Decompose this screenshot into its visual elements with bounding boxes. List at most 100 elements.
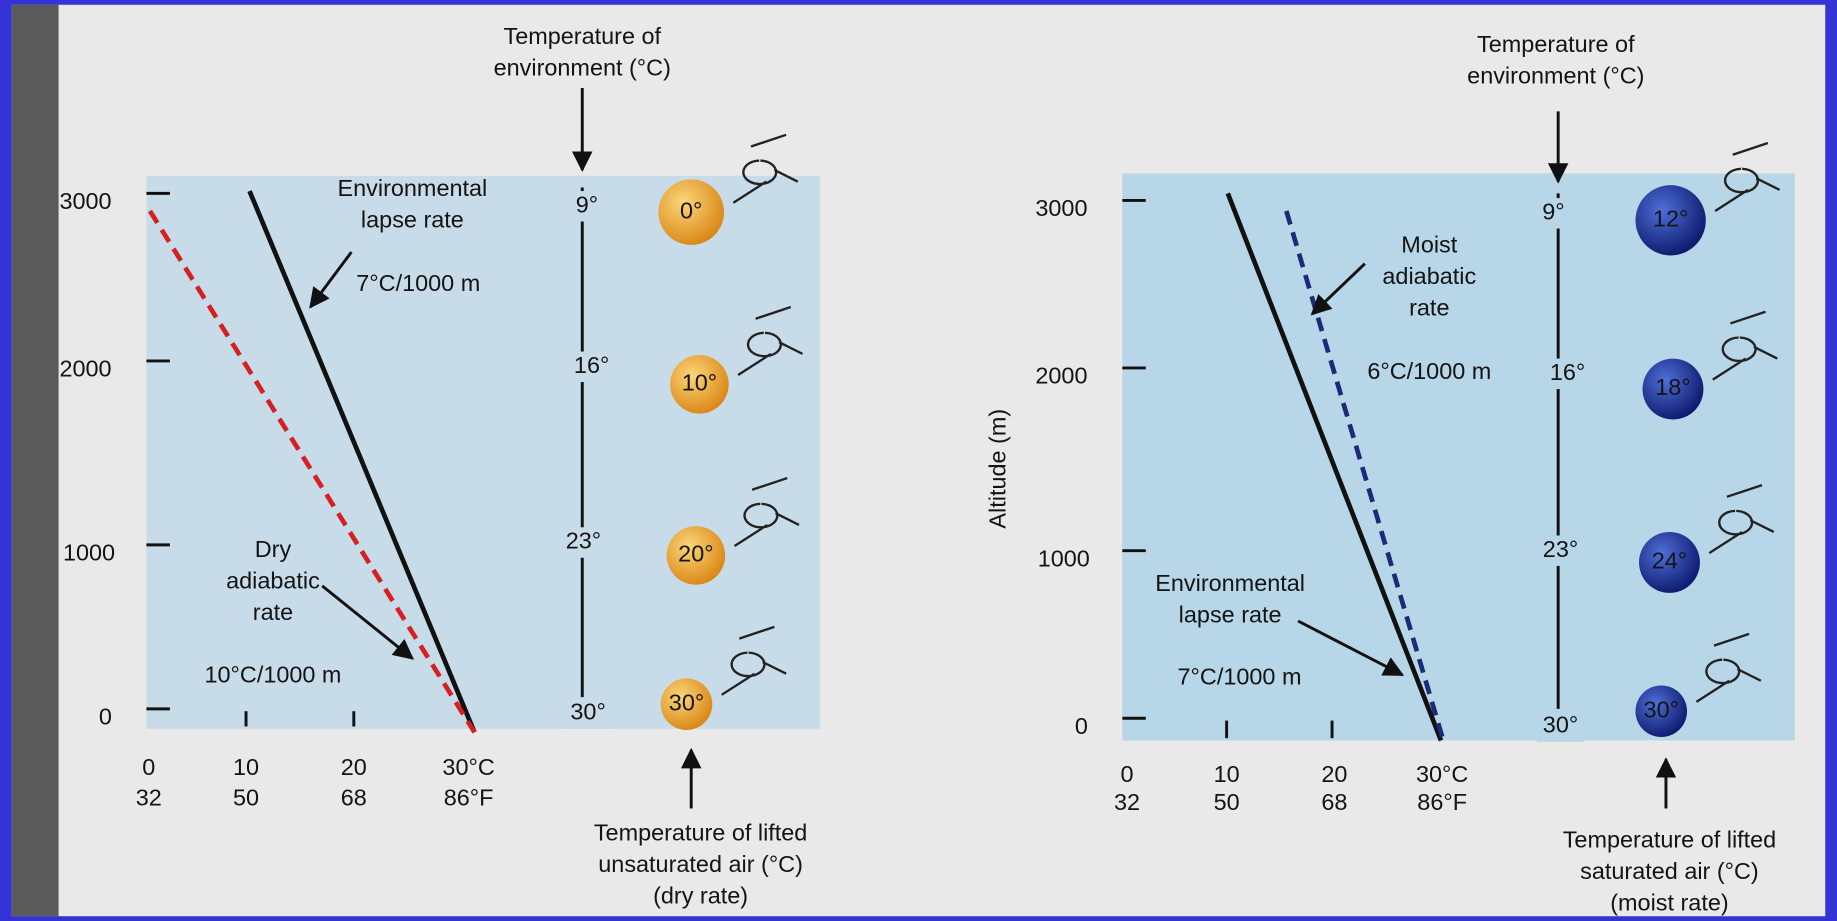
air-parcel — [666, 526, 726, 585]
y-tick-label: 1000 — [1038, 545, 1090, 571]
arrow — [1297, 619, 1405, 677]
air-parcel — [660, 678, 713, 730]
y-tick-label: 1000 — [63, 539, 115, 565]
helicopter-icon — [732, 133, 799, 204]
environment-temperature-title: Temperature of — [503, 23, 661, 49]
y-tick-label: 3000 — [1035, 195, 1087, 221]
y-tick-label: 3000 — [59, 188, 111, 214]
x-tick-label-celsius: 30°C — [1416, 761, 1468, 787]
arrow — [1310, 262, 1366, 316]
parcel-rate-label: adiabatic — [226, 568, 320, 594]
x-tick-label-fahrenheit: 32 — [1114, 789, 1140, 815]
parcel-rate: 10°C/1000 m — [204, 661, 341, 687]
x-tick-label-celsius: 10 — [1214, 761, 1240, 787]
environment-temp: 16° — [1550, 359, 1585, 385]
environment-temp: 23° — [566, 528, 601, 554]
lifted-air-title: Temperature of lifted — [1563, 826, 1777, 852]
x-tick-label-fahrenheit: 32 — [136, 784, 162, 810]
air-parcel — [658, 179, 725, 245]
x-tick-label-fahrenheit: 86°F — [1417, 789, 1467, 815]
parcel-temp: 20° — [678, 541, 713, 567]
helicopter-icon — [1714, 141, 1781, 212]
helicopter-icon — [1712, 310, 1778, 381]
lifted-air-title: (dry rate) — [653, 883, 748, 909]
environment-temp: 9° — [1542, 198, 1564, 224]
environment-temperature-title: environment (°C) — [494, 54, 671, 80]
helicopter-icon — [737, 305, 804, 376]
environment-temp: 16° — [574, 352, 609, 378]
parcel-temp: 18° — [1655, 374, 1690, 400]
parcel-rate-label: rate — [253, 599, 293, 625]
environment-temperature-title: Temperature of — [1477, 31, 1635, 57]
parcel-temp: 30° — [669, 689, 704, 715]
y-tick-label: 0 — [1075, 713, 1088, 739]
x-tick-label-celsius: 20 — [1321, 761, 1347, 787]
x-tick-label-fahrenheit: 68 — [1321, 789, 1347, 815]
arrow — [309, 251, 353, 309]
arrow — [321, 584, 414, 660]
environment-temp-bg — [1544, 358, 1591, 390]
y-tick-label: 2000 — [59, 355, 111, 381]
environmental-lapse-label: lapse rate — [361, 207, 464, 233]
lifted-air-title: unsaturated air (°C) — [598, 851, 803, 877]
content: 30002000100000321050206830°C86°FEnvironm… — [59, 23, 1781, 916]
parcel-temp: 10° — [682, 370, 717, 396]
air-parcel — [1639, 531, 1700, 593]
air-parcel — [1642, 358, 1704, 420]
y-tick-label: 0 — [99, 703, 112, 729]
environment-temp-bg — [1537, 535, 1584, 566]
lifted-air-title: (moist rate) — [1610, 890, 1728, 916]
environment-temp-bg — [568, 351, 616, 383]
parcel-temp: 12° — [1653, 206, 1688, 232]
parcel-temp: 24° — [1652, 548, 1687, 574]
environment-temp-bg — [563, 191, 611, 222]
environment-temp: 9° — [576, 191, 598, 217]
environmental-lapse-rate: 7°C/1000 m — [356, 270, 480, 296]
environmental-lapse-label: lapse rate — [1179, 602, 1282, 628]
environment-temp-bg — [564, 698, 612, 729]
environment-temperature-title: environment (°C) — [1467, 63, 1644, 89]
environmental-lapse-label: Environmental — [1155, 570, 1305, 596]
helicopter-icon — [721, 625, 787, 696]
environment-temp-bg — [560, 527, 607, 558]
y-axis-label: Altitude (m) — [985, 409, 1011, 529]
environment-temp: 30° — [570, 699, 605, 725]
x-tick-label-celsius: 20 — [341, 754, 367, 780]
air-parcel — [1635, 185, 1706, 256]
x-tick-label-celsius: 0 — [142, 754, 155, 780]
parcel-rate-label: Dry — [255, 536, 292, 562]
environmental-lapse-label: Environmental — [338, 175, 488, 201]
right-panel — [1122, 173, 1795, 741]
helicopter-icon — [1695, 632, 1762, 703]
x-tick-label-fahrenheit: 68 — [341, 784, 367, 810]
environment-temp-bg — [1530, 198, 1577, 229]
y-tick-label: 2000 — [1035, 363, 1087, 389]
environmental-lapse-line — [1225, 192, 1444, 742]
parcel-rate-label: rate — [1409, 295, 1449, 321]
parcel-rate-line — [147, 209, 477, 734]
helicopter-icon — [733, 476, 800, 548]
lifted-air-title: saturated air (°C) — [1580, 858, 1759, 884]
x-tick-label-celsius: 30°C — [442, 754, 494, 780]
environment-temp: 30° — [1543, 712, 1578, 738]
parcel-rate-label: adiabatic — [1382, 263, 1476, 289]
environmental-lapse-rate: 7°C/1000 m — [1178, 664, 1302, 690]
x-tick-label-celsius: 10 — [233, 754, 259, 780]
parcel-temp: 0° — [680, 197, 702, 223]
parcel-temp: 30° — [1644, 696, 1679, 722]
x-tick-label-fahrenheit: 50 — [1214, 789, 1240, 815]
environment-temp: 23° — [1543, 536, 1578, 562]
air-parcel — [670, 355, 729, 414]
x-tick-label-celsius: 0 — [1121, 761, 1134, 787]
environmental-lapse-line — [247, 190, 477, 734]
parcel-rate: 6°C/1000 m — [1367, 358, 1491, 384]
environment-temp-bg — [1537, 711, 1584, 742]
x-tick-label-fahrenheit: 86°F — [444, 784, 494, 810]
lifted-air-title: Temperature of lifted — [594, 819, 808, 845]
parcel-rate-label: Moist — [1401, 231, 1457, 257]
left-panel — [146, 175, 821, 729]
air-parcel — [1635, 685, 1688, 737]
binding-shadow — [11, 4, 59, 917]
